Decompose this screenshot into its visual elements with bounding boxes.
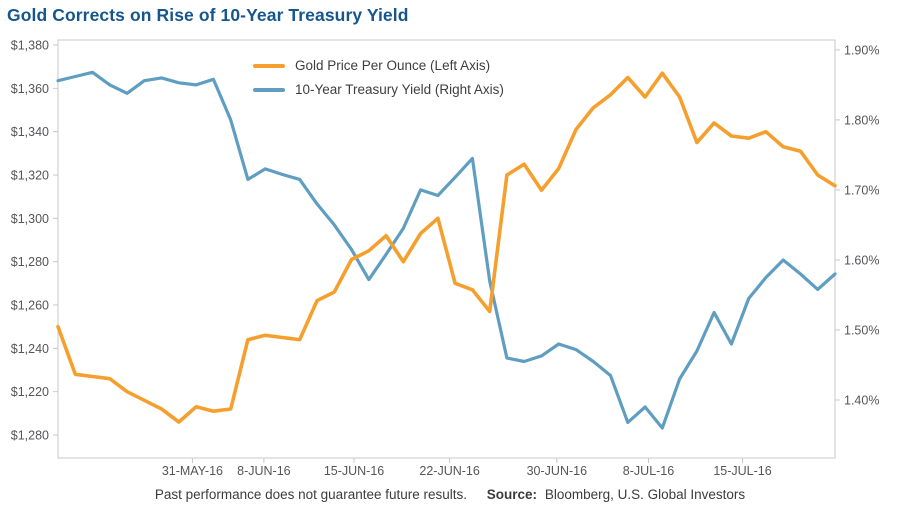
- chart-title: Gold Corrects on Rise of 10-Year Treasur…: [7, 5, 409, 25]
- yield-line-swatch: [253, 87, 285, 92]
- left-axis-tick-label: $1,300: [11, 212, 49, 226]
- right-axis-tick-label: 1.40%: [844, 393, 879, 407]
- left-axis-tick-label: $1,320: [11, 169, 49, 183]
- x-axis-tick-label: 30-JUN-16: [527, 464, 587, 478]
- legend-label-yield: 10-Year Treasury Yield (Right Axis): [295, 82, 504, 97]
- source-text: Bloomberg, U.S. Global Investors: [544, 487, 746, 502]
- plot-frame: [57, 39, 836, 459]
- left-axis-tick-label: $1,260: [11, 299, 49, 313]
- yield-series-line: [56, 70, 837, 430]
- legend-label-gold: Gold Price Per Ounce (Left Axis): [295, 58, 491, 73]
- x-axis-tick-label: 22-JUN-16: [419, 464, 479, 478]
- x-axis-tick-label: 31-MAY-16: [162, 464, 223, 478]
- disclaimer-text: Past performance does not guarantee futu…: [154, 487, 468, 502]
- left-axis-tick-label: $1,280: [11, 429, 49, 443]
- gold-line-swatch: [253, 63, 285, 68]
- x-axis-tick-label: 15-JUN-16: [324, 464, 384, 478]
- left-axis-tick-label: $1,380: [11, 39, 49, 53]
- legend-item-yield: 10-Year Treasury Yield (Right Axis): [253, 82, 504, 97]
- left-axis-tick-label: $1,240: [11, 342, 49, 356]
- line-chart: $1,380 $1,360 $1,340 $1,320 $1,300 $1,280 $1,2…: [11, 39, 880, 479]
- chart-footer: Past performance does not guarantee futu…: [0, 487, 900, 502]
- legend-item-gold: Gold Price Per Ounce (Left Axis): [253, 58, 504, 73]
- left-axis-tick-label: $1,340: [11, 125, 49, 139]
- x-axis-tick-label: 8-JUL-16: [623, 464, 674, 478]
- x-axis-tick-label: 8-JUN-16: [237, 464, 291, 478]
- left-axis-tick-label: $1,280: [11, 255, 49, 269]
- gold-series-line: [56, 71, 837, 424]
- legend: Gold Price Per Ounce (Left Axis) 10-Year…: [253, 58, 504, 97]
- left-axis-tick-label: $1,360: [11, 82, 49, 96]
- x-axis-tick-label: 15-JUL-16: [713, 464, 771, 478]
- right-axis-tick-label: 1.90%: [844, 43, 879, 57]
- right-axis-tick-label: 1.50%: [844, 323, 879, 337]
- left-axis-tick-label: $1,220: [11, 385, 49, 399]
- right-axis-tick-label: 1.70%: [844, 183, 879, 197]
- right-axis-tick-label: 1.60%: [844, 253, 879, 267]
- source-label: Source:: [486, 487, 538, 502]
- right-axis-tick-label: 1.80%: [844, 113, 879, 127]
